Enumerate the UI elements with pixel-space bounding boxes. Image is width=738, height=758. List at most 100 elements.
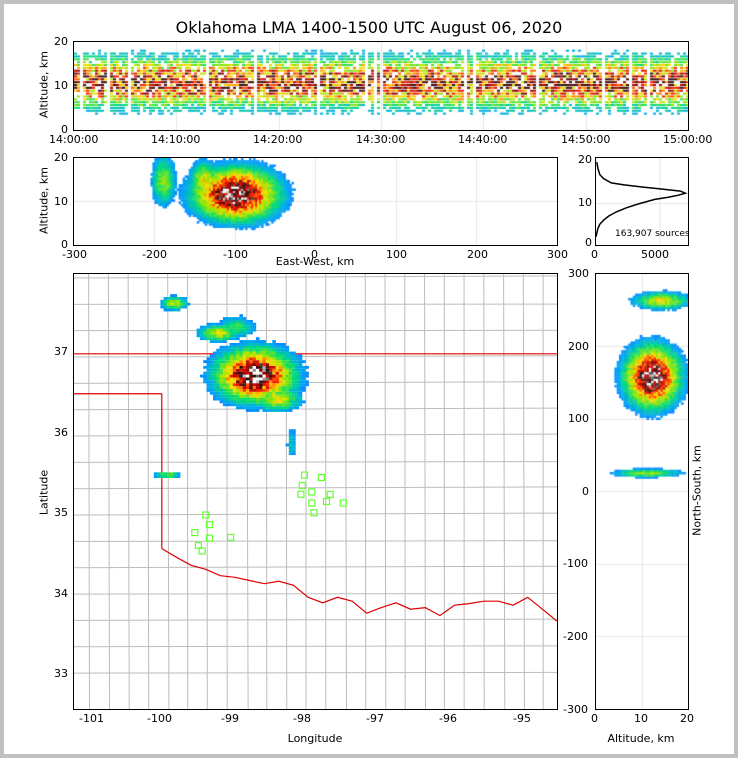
density-cell: [216, 337, 220, 341]
density-cell: [269, 377, 273, 381]
map-plot: [74, 274, 557, 709]
tick-label: 300: [547, 248, 568, 261]
tick-label: 33: [54, 667, 68, 680]
density-cell: [176, 299, 181, 303]
density-cell: [226, 371, 230, 375]
density-cell: [252, 397, 257, 401]
density-cell: [298, 368, 303, 372]
density-cell: [160, 305, 164, 309]
density-cell: [239, 340, 243, 343]
density-cell: [173, 475, 178, 478]
density-cell: [282, 394, 286, 398]
density-cell: [259, 345, 263, 349]
density-cell: [236, 371, 240, 375]
density-cell: [226, 317, 230, 320]
density-cell: [252, 360, 257, 364]
density-cell: [246, 397, 250, 401]
tick-label: 14:40:00: [458, 133, 508, 146]
density-cell: [285, 354, 290, 358]
density-cell: [246, 380, 250, 384]
density-cell: [288, 380, 293, 384]
density-cell: [259, 360, 263, 364]
density-cell: [288, 429, 293, 433]
density-cell: [216, 351, 220, 355]
density-cell: [226, 386, 230, 389]
density-cell: [213, 363, 217, 366]
density-cell: [285, 397, 290, 401]
density-cell: [216, 348, 220, 352]
density-cell: [249, 388, 253, 392]
density-cell: [269, 374, 273, 378]
density-cell: [269, 357, 273, 361]
density-cell: [242, 317, 247, 320]
density-cell: [206, 386, 211, 389]
density-cell: [252, 348, 257, 352]
density-cell: [232, 374, 237, 378]
density-cell: [229, 328, 234, 332]
density-cell: [262, 371, 266, 375]
density-cell: [275, 357, 280, 361]
density-cell: [298, 371, 303, 375]
density-cell: [173, 299, 178, 303]
density-cell: [246, 365, 250, 369]
density-cell: [249, 371, 253, 375]
density-cell: [232, 360, 237, 364]
tick-label: -97: [366, 712, 384, 725]
density-cell: [163, 475, 168, 478]
density-cell: [236, 406, 240, 410]
density-cell: [246, 400, 250, 404]
density-cell: [236, 403, 240, 407]
density-cell: [278, 397, 283, 401]
density-cell: [236, 394, 240, 398]
density-cell: [180, 299, 184, 303]
density-cell: [170, 294, 174, 297]
density-cell: [295, 354, 299, 358]
density-cell: [272, 406, 276, 410]
density-cell: [249, 320, 253, 323]
density-cell: [203, 328, 207, 332]
density-cell: [219, 354, 224, 358]
tick-label: 0: [591, 712, 598, 725]
density-cell: [295, 360, 299, 364]
density-cell: [236, 334, 240, 338]
density-cell: [255, 354, 260, 358]
density-cell: [199, 337, 204, 341]
density-cell: [239, 365, 243, 369]
density-cell: [226, 320, 230, 323]
density-cell: [259, 354, 263, 358]
county-line: [74, 512, 557, 516]
density-cell: [249, 406, 253, 410]
density-cell: [298, 383, 303, 387]
density-cell: [209, 334, 214, 338]
density-cell: [288, 357, 293, 361]
density-cell: [298, 380, 303, 384]
density-cell: [288, 354, 293, 358]
density-cell: [249, 351, 253, 355]
tick-label: 0: [61, 238, 68, 251]
density-cell: [170, 302, 174, 306]
density-cell: [255, 351, 260, 355]
density-cell: [232, 391, 237, 395]
density-cell: [226, 345, 230, 349]
density-cell: [275, 394, 280, 398]
density-cell: [275, 365, 280, 369]
density-cell: [203, 371, 207, 375]
ns-altitude-panel: [595, 273, 689, 710]
density-cell: [278, 360, 283, 364]
density-cell: [265, 403, 270, 407]
density-cell: [157, 472, 161, 476]
tick-label: 15:00:00: [663, 133, 713, 146]
density-cell: [239, 368, 243, 372]
density-cell: [222, 351, 227, 355]
density-cell: [282, 360, 286, 364]
density-cell: [209, 388, 214, 392]
density-cell: [219, 325, 224, 329]
density-cell: [262, 368, 266, 372]
density-cell: [229, 374, 234, 378]
tick-label: 14:10:00: [151, 133, 201, 146]
density-cell: [246, 368, 250, 372]
density-cell: [216, 334, 220, 338]
density-cell: [252, 394, 257, 398]
county-line: [424, 274, 427, 709]
density-cell: [265, 348, 270, 352]
